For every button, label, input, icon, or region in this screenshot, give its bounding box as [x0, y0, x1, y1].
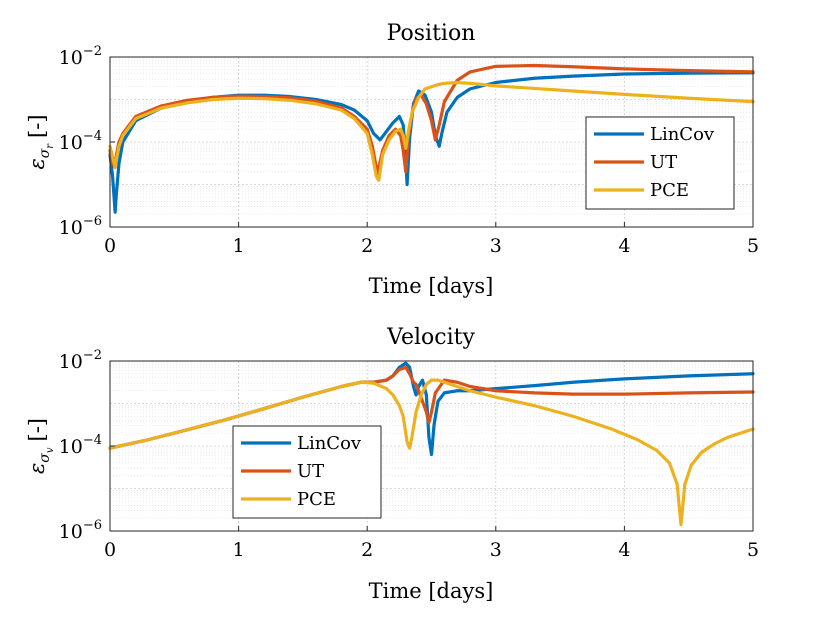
legend: LinCov UT PCE: [232, 425, 382, 519]
y-tick-label: 10−2: [59, 348, 102, 373]
x-tick-label: 4: [618, 235, 630, 257]
series-line-ut: [108, 63, 755, 176]
x-tick-label: 0: [104, 235, 116, 257]
y-label-subsub: v: [45, 447, 56, 453]
x-ticks: 0 1 2 3 4 5: [104, 222, 759, 257]
y-tick-label: 10−4: [59, 433, 102, 458]
y-tick-label: 10−2: [59, 44, 102, 69]
chart-title: Position: [387, 21, 476, 46]
position-panel: Position 0 1 2 3 4 5 10−2 10−4 10−6 Time [days]…: [25, 21, 759, 298]
x-tick-label: 2: [361, 539, 373, 561]
series-line-pce: [108, 80, 755, 182]
y-label-subsub: r: [45, 143, 56, 149]
y-tick-label: 10−6: [59, 214, 102, 239]
x-tick-label: 1: [233, 539, 245, 561]
legend: LinCov UT PCE: [585, 116, 735, 210]
series-line-pce: [108, 378, 755, 527]
y-axis-label: εσv [-]: [25, 418, 56, 474]
legend-label-pce: PCE: [297, 489, 336, 510]
x-axis-label: Time [days]: [369, 274, 494, 298]
x-tick-label: 3: [490, 235, 502, 257]
legend-label-ut: UT: [650, 152, 677, 173]
x-tick-label: 4: [618, 539, 630, 561]
y-label-sub: σ: [37, 148, 53, 158]
y-tick-label: 10−6: [59, 518, 102, 543]
x-tick-label: 0: [104, 539, 116, 561]
svg-text:εσv[-]: εσv [-]: [25, 418, 56, 474]
y-label-unit: [-]: [25, 418, 49, 441]
x-tick-label: 5: [747, 539, 759, 561]
x-tick-label: 3: [490, 539, 502, 561]
x-ticks: 0 1 2 3 4 5: [104, 526, 759, 561]
legend-label-pce: PCE: [650, 180, 689, 201]
legend-label-ut: UT: [297, 461, 324, 482]
y-label-unit: [-]: [25, 114, 49, 137]
plot-area: [108, 361, 755, 527]
y-ticks: 10−2 10−4 10−6: [59, 348, 115, 543]
x-tick-label: 2: [361, 235, 373, 257]
y-tick-label: 10−4: [59, 129, 102, 154]
chart-title: Velocity: [386, 325, 475, 350]
legend-label-lincov: LinCov: [297, 433, 362, 454]
y-label-sub: σ: [37, 453, 53, 463]
legend-label-lincov: LinCov: [650, 124, 715, 145]
x-tick-label: 1: [233, 235, 245, 257]
y-axis-label: εσr [-]: [25, 114, 56, 169]
y-label-symbol: ε: [25, 463, 49, 474]
x-tick-label: 5: [747, 235, 759, 257]
y-ticks: 10−2 10−4 10−6: [59, 44, 115, 239]
x-axis-label: Time [days]: [369, 579, 494, 603]
plot-area: [108, 63, 755, 214]
velocity-panel: Velocity 0 1 2 3 4 5 10−2 10−4 10−6 Time [days]…: [25, 325, 759, 603]
y-label-symbol: ε: [25, 158, 49, 169]
svg-text:εσr[-]: εσr [-]: [25, 114, 56, 169]
